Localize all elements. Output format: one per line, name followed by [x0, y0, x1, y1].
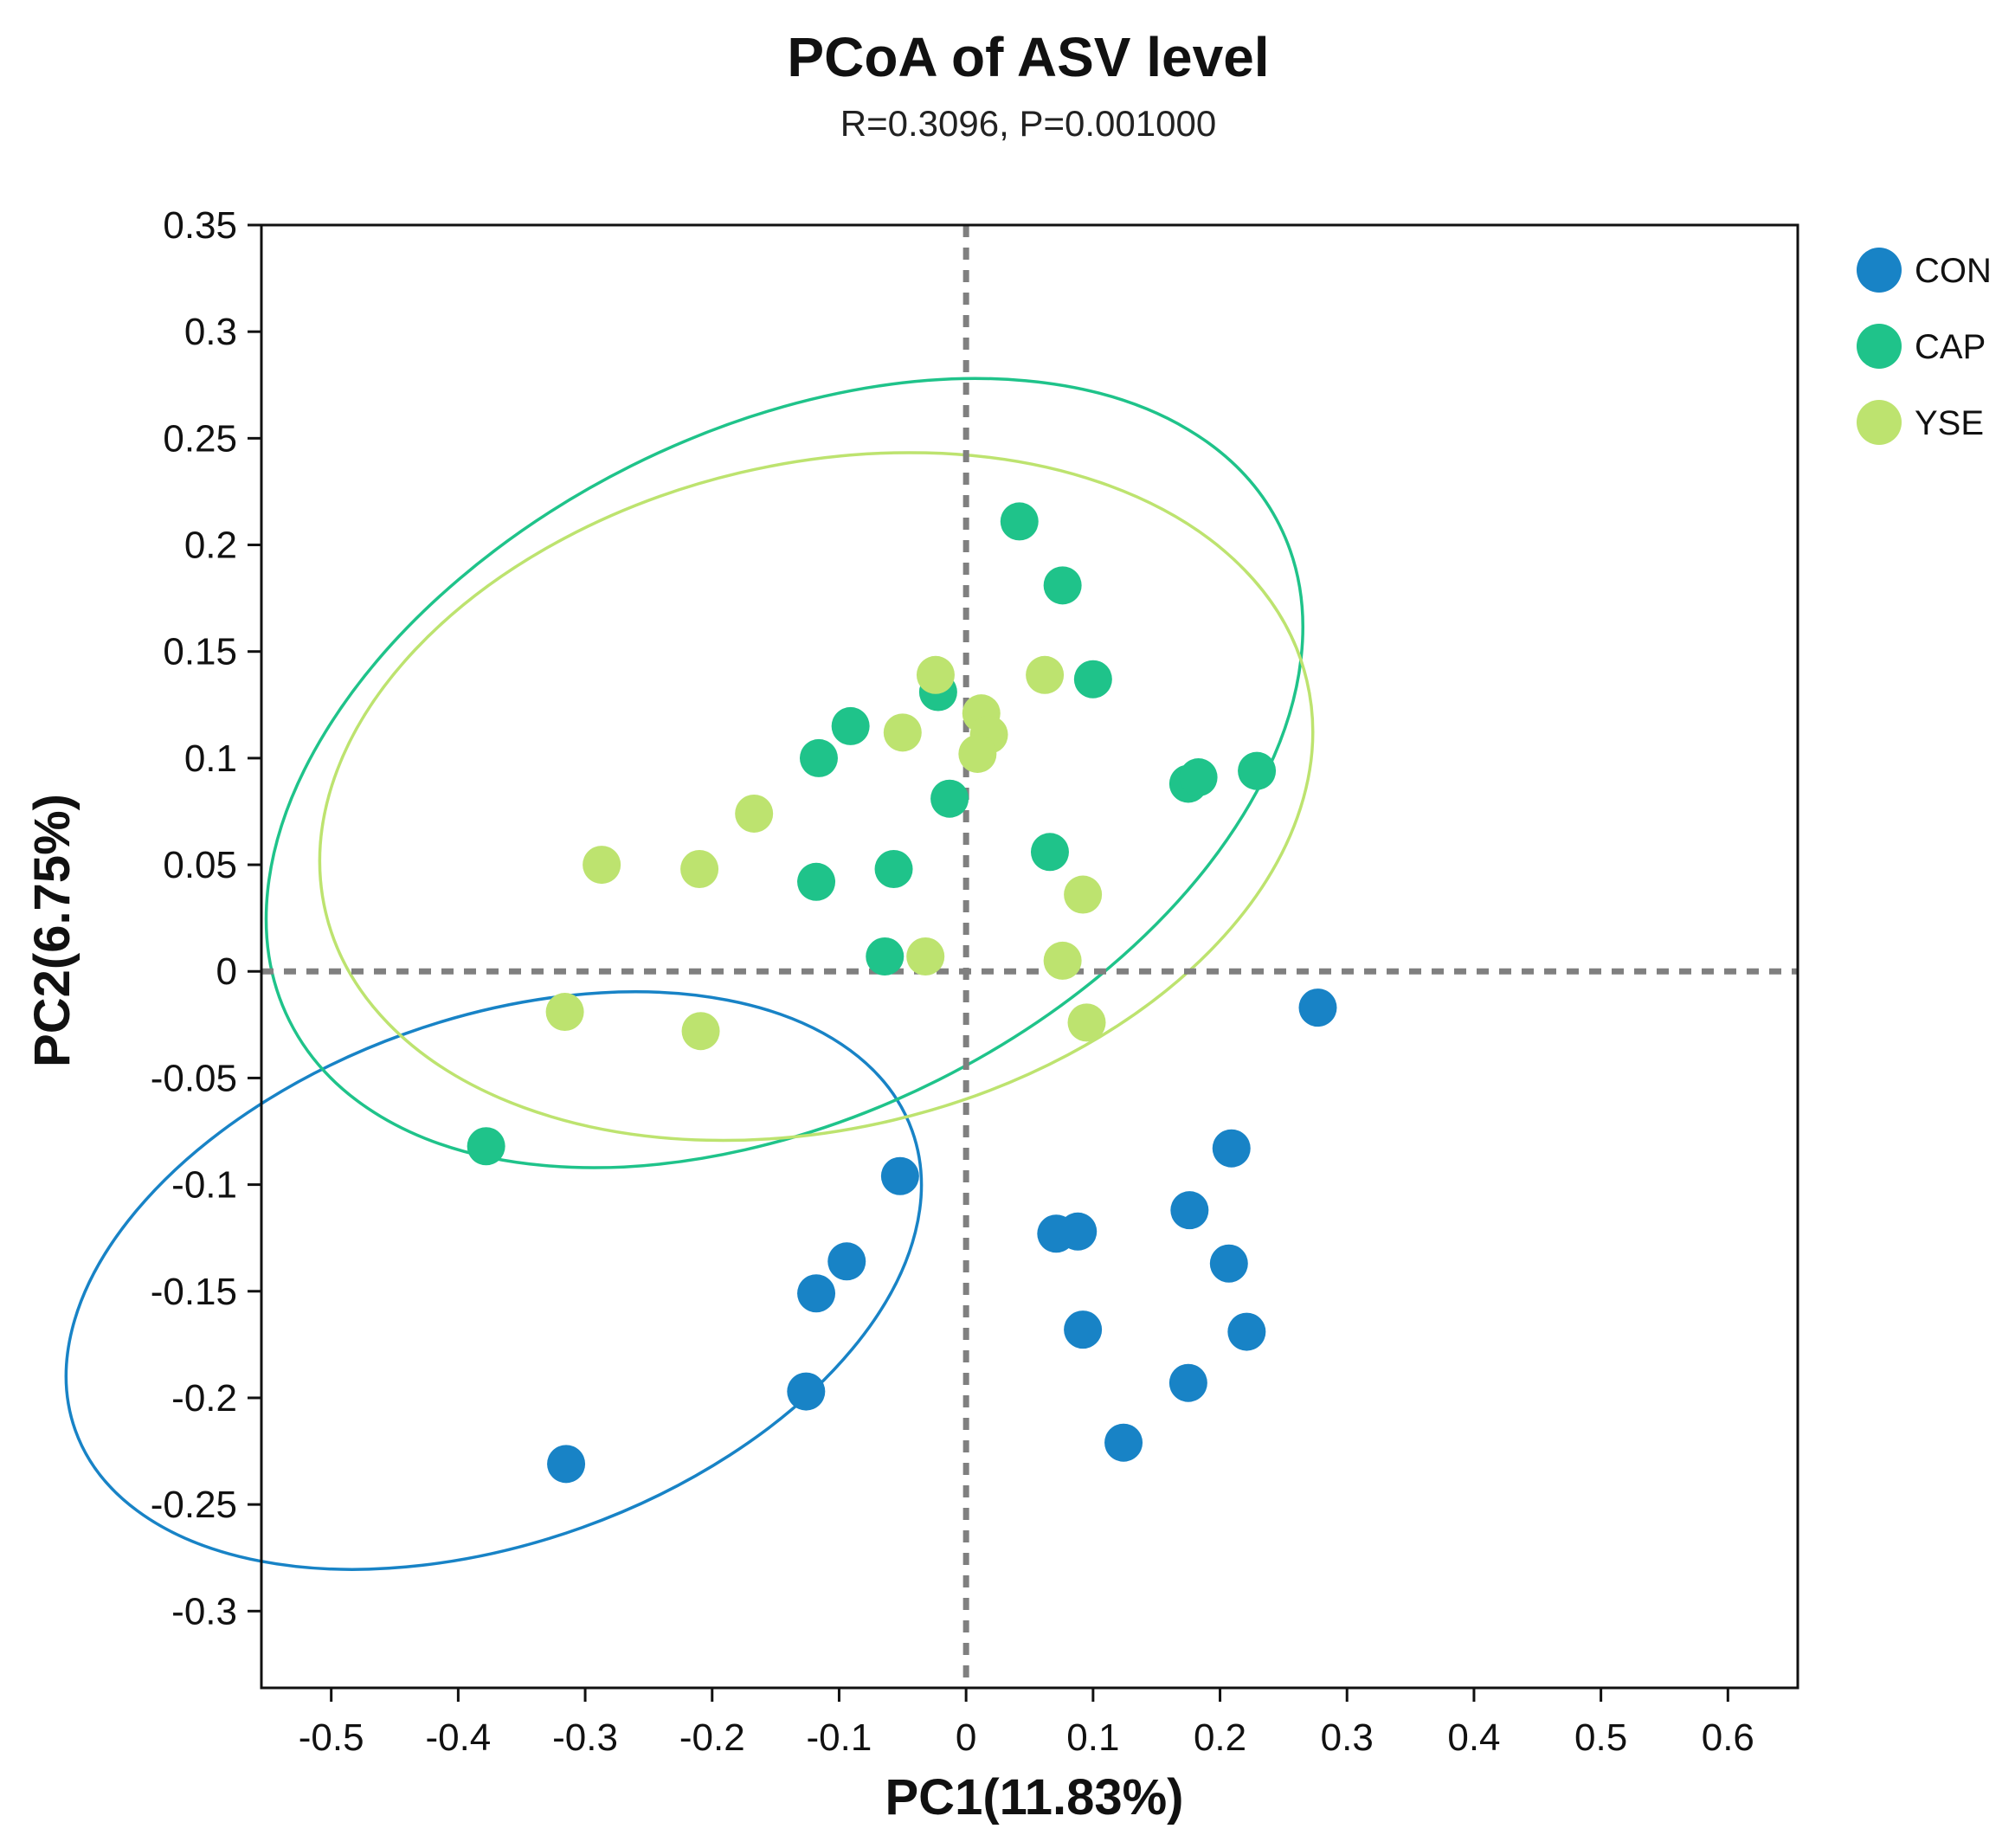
- point-yse: [958, 734, 997, 773]
- point-con: [1170, 1191, 1209, 1230]
- point-con: [827, 1242, 866, 1281]
- ellipse-cap: [264, 377, 1304, 1169]
- point-con: [1168, 1363, 1207, 1402]
- y-tick-label: 0.35: [163, 204, 237, 247]
- point-con: [787, 1372, 826, 1411]
- ellipse-yse: [318, 451, 1315, 1143]
- point-yse: [883, 713, 922, 752]
- point-cap: [874, 849, 913, 888]
- chart-subtitle: R=0.3096, P=0.001000: [840, 103, 1216, 144]
- chart-title: PCoA of ASV level: [787, 26, 1269, 88]
- x-axis: -0.5 -0.4 -0.3 -0.2 -0.1 0 0.1 0.2 0.3 0.4 0.5 0.6: [299, 1688, 1754, 1759]
- legend-label-con: CON: [1915, 252, 1992, 290]
- x-tick-label: 0: [956, 1716, 976, 1759]
- y-tick-label: -0.1: [171, 1164, 237, 1207]
- point-con: [1209, 1244, 1248, 1283]
- point-yse: [545, 993, 584, 1032]
- y-tick-label: 0.2: [184, 525, 237, 567]
- point-cap: [1238, 751, 1277, 790]
- point-cap: [1073, 660, 1112, 699]
- point-yse: [680, 849, 719, 888]
- y-tick-label: 0: [216, 950, 237, 993]
- x-tick-label: -0.5: [299, 1716, 364, 1759]
- point-con: [797, 1274, 836, 1313]
- point-yse: [1067, 1003, 1106, 1042]
- y-tick-label: -0.3: [171, 1590, 237, 1632]
- x-tick-label: 0.6: [1702, 1716, 1754, 1759]
- x-tick-label: 0.4: [1447, 1716, 1500, 1759]
- x-tick-label: 0.3: [1321, 1716, 1374, 1759]
- y-axis: 0.35 0.3 0.25 0.2 0.15 0.1 0.05 0 -0.05 -0.1 -0.15…: [151, 204, 261, 1632]
- confidence-ellipses: [64, 377, 1315, 1571]
- x-tick-label: -0.4: [425, 1716, 491, 1759]
- point-cap: [1043, 566, 1082, 605]
- point-cap: [467, 1127, 505, 1166]
- x-tick-label: 0.2: [1194, 1716, 1246, 1759]
- y-tick-label: 0.05: [163, 844, 237, 886]
- y-axis-title: PC2(6.75%): [24, 794, 80, 1067]
- legend-label-cap: CAP: [1915, 328, 1986, 366]
- point-yse: [681, 1012, 720, 1051]
- legend-marker-cap: [1857, 324, 1902, 369]
- legend-marker-con: [1857, 248, 1902, 293]
- point-cap: [1179, 758, 1218, 797]
- y-tick-label: 0.15: [163, 631, 237, 673]
- point-con: [1104, 1423, 1143, 1462]
- point-yse: [583, 846, 621, 885]
- x-tick-label: -0.2: [679, 1716, 745, 1759]
- point-con: [1298, 988, 1337, 1027]
- point-con: [1227, 1312, 1266, 1351]
- data-points: [467, 502, 1337, 1484]
- point-cap: [797, 862, 836, 901]
- point-con: [880, 1156, 919, 1195]
- point-cap: [866, 937, 904, 976]
- y-tick-label: 0.3: [184, 311, 237, 353]
- legend-marker-yse: [1857, 400, 1902, 445]
- y-tick-label: -0.2: [171, 1377, 237, 1420]
- y-tick-label: -0.25: [151, 1484, 237, 1526]
- point-con: [1212, 1129, 1251, 1168]
- plot-frame: [260, 223, 1799, 1690]
- y-tick-label: -0.05: [151, 1057, 237, 1099]
- point-con: [1059, 1212, 1098, 1251]
- point-cap: [831, 706, 870, 745]
- legend-label-yse: YSE: [1915, 404, 1984, 442]
- point-yse: [916, 655, 955, 694]
- x-tick-label: -0.1: [807, 1716, 872, 1759]
- point-con: [547, 1445, 586, 1484]
- point-yse: [735, 794, 774, 833]
- reference-lines: [261, 225, 1798, 1688]
- ellipse-con: [64, 990, 924, 1571]
- point-cap: [930, 779, 969, 818]
- y-tick-label: -0.15: [151, 1271, 237, 1313]
- point-yse: [1026, 655, 1065, 694]
- point-cap: [799, 738, 838, 777]
- x-tick-label: 0.1: [1066, 1716, 1119, 1759]
- point-cap: [1030, 833, 1069, 872]
- x-tick-label: -0.3: [552, 1716, 618, 1759]
- point-yse: [906, 937, 945, 976]
- point-yse: [1064, 875, 1103, 914]
- legend: CON CAP YSE: [1857, 248, 1992, 445]
- point-cap: [1000, 502, 1039, 541]
- point-con: [1064, 1310, 1103, 1349]
- y-tick-label: 0.1: [184, 737, 237, 780]
- x-axis-title: PC1(11.83%): [885, 1769, 1184, 1825]
- point-yse: [1043, 941, 1082, 980]
- y-tick-label: 0.25: [163, 417, 237, 460]
- x-tick-label: 0.5: [1574, 1716, 1627, 1759]
